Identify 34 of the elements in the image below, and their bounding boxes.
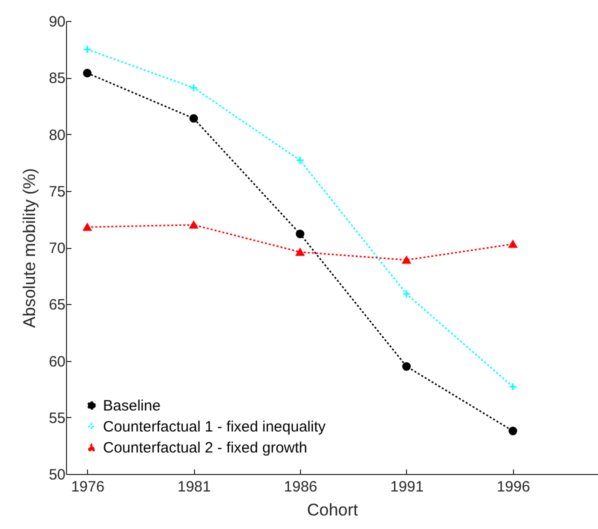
point bbox=[296, 230, 304, 238]
x-tick-label: 1996 bbox=[496, 478, 530, 496]
y-tick-label: 80 bbox=[48, 126, 66, 144]
point bbox=[82, 68, 92, 78]
point bbox=[508, 240, 518, 248]
y-tick-label: 90 bbox=[48, 14, 66, 30]
y-tick-label: 65 bbox=[48, 296, 66, 314]
point bbox=[82, 45, 92, 54]
point bbox=[296, 156, 304, 165]
point bbox=[402, 256, 411, 264]
legend-label: Counterfactual 2 - fixed growth bbox=[103, 440, 308, 456]
legend-label: Counterfactual 1 - fixed inequality bbox=[103, 418, 326, 436]
x-tick-label: 1991 bbox=[390, 478, 424, 496]
y-tick-label: 55 bbox=[48, 410, 66, 427]
point bbox=[189, 84, 198, 92]
y-tick-label: 85 bbox=[48, 70, 66, 88]
y-tick-label: 70 bbox=[48, 240, 66, 257]
x-tick-label: 1981 bbox=[177, 478, 211, 496]
y-axis-title: Absolute mobility (%) bbox=[20, 168, 39, 328]
point bbox=[189, 114, 198, 123]
legend-label: Baseline bbox=[103, 398, 161, 414]
point bbox=[508, 382, 518, 392]
x-tick-label: 1986 bbox=[284, 478, 318, 496]
point bbox=[82, 223, 92, 231]
y-tick-label: 60 bbox=[48, 353, 66, 370]
point bbox=[189, 221, 198, 229]
y-tick-label: 75 bbox=[48, 183, 66, 200]
x-axis-title: Cohort bbox=[306, 500, 358, 520]
y-tick-label: 50 bbox=[48, 466, 66, 484]
point bbox=[402, 362, 411, 371]
point bbox=[296, 248, 304, 256]
point bbox=[508, 426, 518, 436]
point bbox=[402, 290, 411, 298]
x-tick-label: 1976 bbox=[71, 478, 104, 496]
